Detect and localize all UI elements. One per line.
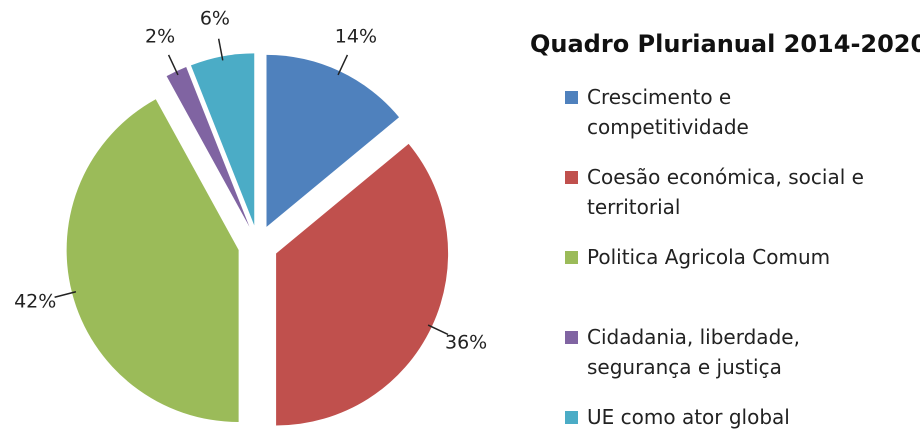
legend-entry: Coesão económica, social e territorial <box>565 162 887 222</box>
legend-label: UE como ator global <box>587 405 790 429</box>
legend-label: Crescimento e competitividade <box>587 85 749 139</box>
pie-slice <box>166 66 250 227</box>
data-label: 42% <box>14 291 56 313</box>
legend-entry: Crescimento e competitividade <box>565 82 887 142</box>
data-label: 2% <box>145 25 175 47</box>
pie-slice <box>190 53 255 226</box>
pie-slice <box>66 99 239 422</box>
leader-line <box>54 291 77 298</box>
leader-line <box>217 38 224 61</box>
pie-slice <box>276 143 449 426</box>
legend-entry: UE como ator global <box>565 402 887 432</box>
data-label: 14% <box>335 25 377 47</box>
legend-swatch <box>565 331 578 344</box>
legend-swatch <box>565 411 578 424</box>
legend-swatch <box>565 251 578 264</box>
legend-label: Cidadania, liberdade, segurança e justiç… <box>587 325 800 379</box>
data-label: 6% <box>200 8 230 30</box>
pie-slice <box>266 54 400 227</box>
legend-swatch <box>565 171 578 184</box>
legend-label: Coesão económica, social e territorial <box>587 165 864 219</box>
legend-entry: Cidadania, liberdade, segurança e justiç… <box>565 322 887 382</box>
legend-swatch <box>565 91 578 104</box>
chart-title: Quadro Plurianual 2014-2020 <box>530 30 920 58</box>
legend-entry: Politica Agricola Comum <box>565 242 887 272</box>
leader-line <box>427 324 449 336</box>
data-label: 36% <box>445 331 487 353</box>
leader-line <box>337 54 349 76</box>
leader-line <box>167 54 179 76</box>
legend-label: Politica Agricola Comum <box>587 245 831 269</box>
